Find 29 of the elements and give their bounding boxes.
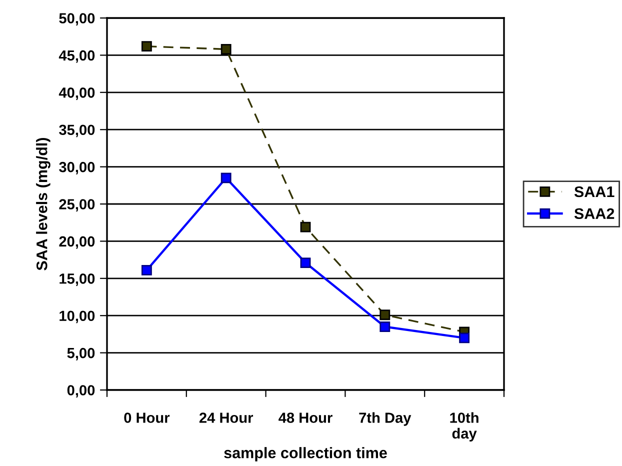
x-tick-label: 48 Hour (278, 412, 332, 423)
y-tick-label: 30,00 (59, 162, 95, 174)
x-tick-label: 7th Day (359, 412, 412, 426)
legend-label: SAA1 (574, 186, 614, 198)
point (220, 44, 232, 54)
y-tick-label: 20,00 (59, 236, 95, 249)
y-tick-label: 15,00 (60, 274, 95, 286)
x-tick-label: 10th day (450, 412, 478, 442)
point (141, 265, 152, 276)
point (300, 222, 311, 232)
x-axis-title: sample collection time (224, 447, 387, 462)
y-axis-title: SAA levels (mg/dl) (36, 138, 50, 270)
legend-label: SAA2 (574, 208, 614, 220)
point (380, 310, 390, 320)
y-tick-label: 35,00 (59, 124, 95, 138)
y-tick-label: 50,00 (59, 13, 95, 26)
point (459, 332, 470, 344)
x-tick-label: 24 Hour (199, 412, 254, 423)
y-tick-label: 0,00 (67, 385, 95, 398)
y-tick-label: 25,00 (59, 199, 95, 212)
point (300, 258, 311, 268)
x-tick-label: 0 Hour (124, 412, 170, 423)
point (220, 172, 232, 184)
y-tick-label: 40,00 (58, 88, 95, 100)
y-tick-label: 45,00 (58, 50, 95, 63)
point (141, 41, 152, 52)
y-tick-label: 10,00 (60, 310, 95, 324)
y-tick-label: 5,00 (67, 348, 95, 360)
point (380, 322, 390, 332)
